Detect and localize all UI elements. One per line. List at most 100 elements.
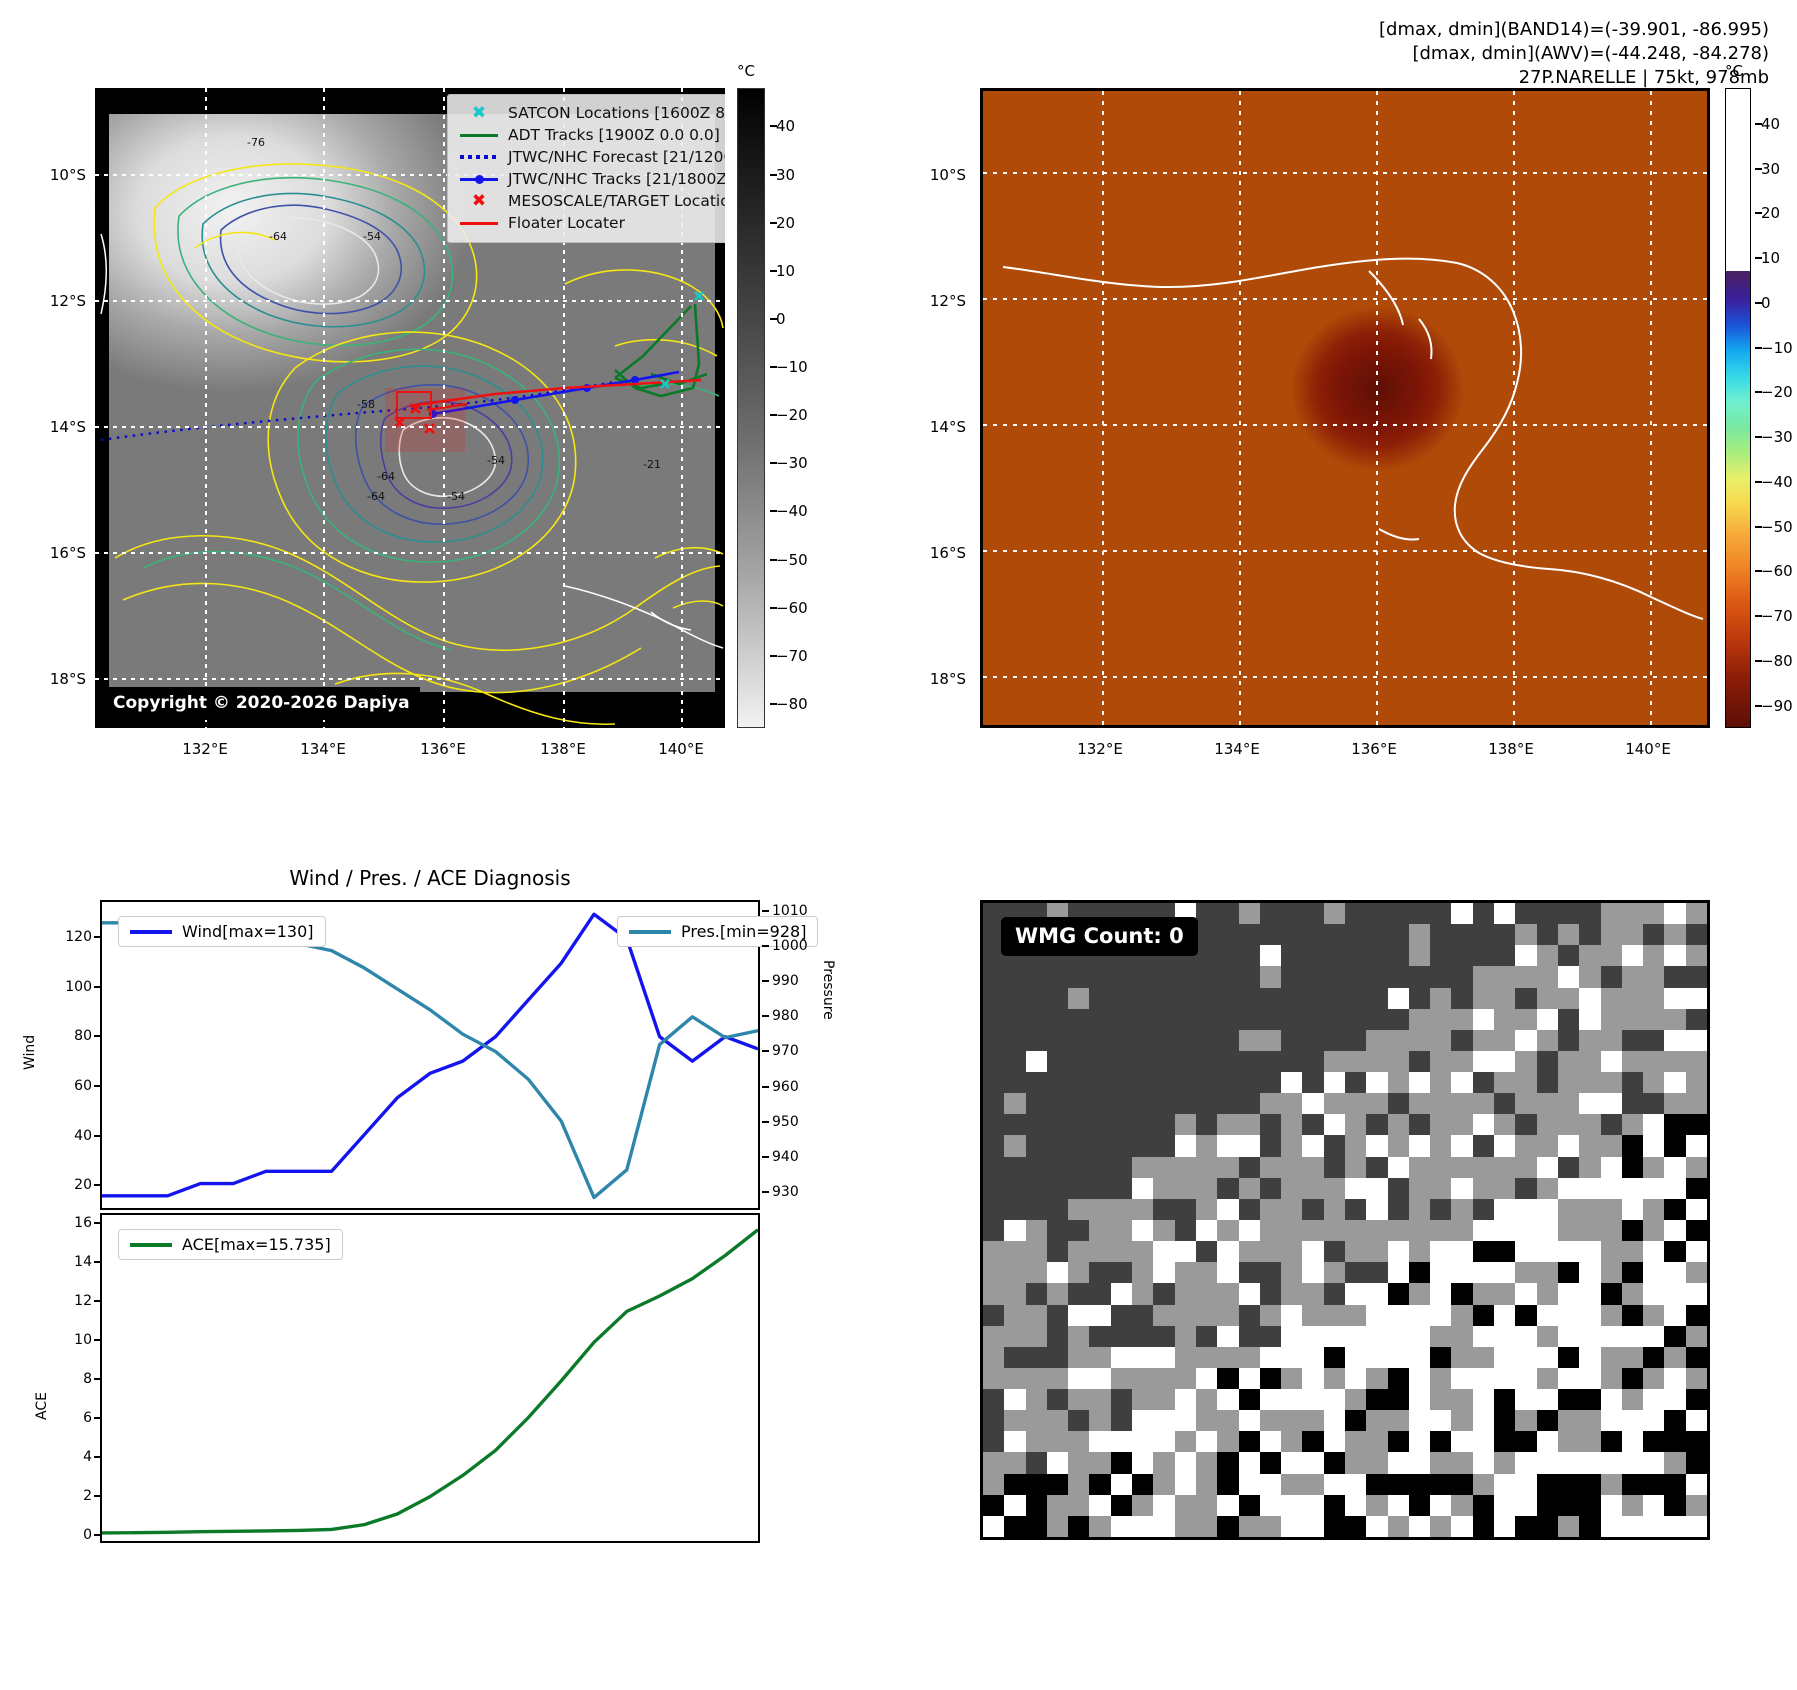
wmg-cell — [1451, 1346, 1473, 1368]
wmg-cell — [1302, 987, 1324, 1009]
wmg-cell — [1451, 945, 1473, 967]
wmg-cell — [1451, 1008, 1473, 1030]
wmg-cell — [1408, 1304, 1431, 1326]
wmg-cell — [1323, 1008, 1345, 1030]
wmg-cell — [1217, 1241, 1239, 1263]
wmg-cell — [1174, 987, 1196, 1009]
wmg-cell — [1366, 903, 1388, 925]
wmg-cell — [1068, 1219, 1090, 1242]
wind-legend-swatch — [130, 929, 172, 934]
wmg-cell — [1494, 1325, 1516, 1347]
wmg-cell — [1621, 987, 1644, 1009]
wmg-cell — [1302, 1177, 1324, 1199]
wmg-cell — [1344, 1219, 1367, 1242]
wmg-cell — [1174, 1346, 1196, 1368]
svg-text:-64: -64 — [377, 470, 395, 483]
pressure-legend[interactable]: Pres.[min=928] — [617, 916, 819, 947]
wmg-cell — [1004, 1283, 1026, 1305]
wmg-cell — [1195, 1283, 1218, 1305]
wmg-cell — [1323, 1515, 1345, 1537]
wmg-grid — [983, 903, 1707, 1537]
wmg-cell — [1217, 1410, 1239, 1432]
wmg-cell — [1302, 945, 1324, 967]
wmg-cell — [1302, 1325, 1324, 1347]
wmg-cell — [983, 1050, 1005, 1073]
wmg-cell — [1579, 903, 1601, 925]
wmg-cell — [1451, 1515, 1473, 1537]
wmg-cell — [1366, 1283, 1388, 1305]
wmg-cell — [1153, 1515, 1175, 1537]
color-colorbar[interactable] — [1725, 88, 1751, 728]
wind-pressure-chart[interactable] — [100, 900, 760, 1210]
wmg-cell — [1068, 1156, 1090, 1178]
wmg-cell — [1153, 1156, 1175, 1178]
wmg-cell — [1110, 1304, 1133, 1326]
color-enhanced-image — [983, 91, 1707, 725]
wmg-cell — [1217, 1346, 1239, 1368]
wmg-cell — [1217, 1325, 1239, 1347]
legend-item-jtwc-track[interactable]: JTWC/NHC Tracks [21/1800Z] — [458, 168, 725, 190]
legend-item-floater[interactable]: Floater Locater — [458, 212, 725, 234]
legend-item-forecast[interactable]: JTWC/NHC Forecast [21/1200Z] — [458, 146, 725, 168]
wmg-cell — [1621, 1325, 1644, 1347]
wmg-cell — [1557, 1135, 1580, 1157]
wmg-cell — [1089, 1494, 1111, 1516]
wmg-cell — [1366, 1241, 1388, 1263]
wmg-cell — [1323, 1346, 1345, 1368]
ace-legend[interactable]: ACE[max=15.735] — [118, 1229, 343, 1260]
colorbar-tick-label: 30 — [1761, 159, 1781, 178]
ace-chart[interactable] — [100, 1213, 760, 1543]
legend-item-satcon[interactable]: ✖ SATCON Locations [1600Z 80 967] — [458, 102, 725, 124]
wmg-cell — [1238, 924, 1260, 946]
color-lon-label: 134°E — [1214, 740, 1260, 758]
wmg-cell — [1621, 1283, 1644, 1305]
wmg-cell — [1557, 945, 1580, 967]
colorbar-tick-label: 0 — [776, 309, 786, 328]
wmg-cell — [1302, 1135, 1324, 1157]
colorbar-tick-mark — [1755, 346, 1762, 349]
wmg-cell — [1132, 966, 1154, 988]
wmg-cell — [1174, 1304, 1196, 1326]
wmg-cell — [1110, 1431, 1133, 1453]
ir-lat-label: 10°S — [49, 166, 86, 184]
ir-satellite-panel[interactable]: -76 -64 -54 -58 -64 -54 -64 -54 -21 — [95, 88, 725, 728]
wmg-cell — [1281, 1135, 1303, 1157]
wmg-cell — [1600, 903, 1622, 925]
wmg-panel[interactable]: WMG Count: 0 — [980, 900, 1710, 1540]
axis-tick-label: 940 — [772, 1149, 799, 1166]
wmg-cell — [1281, 1072, 1303, 1094]
wmg-cell — [1536, 1515, 1558, 1537]
wmg-cell — [1515, 1262, 1537, 1284]
colorbar-tick-mark — [1755, 212, 1762, 215]
axis-tick-mark — [94, 1184, 101, 1187]
color-lon-label: 132°E — [1077, 740, 1123, 758]
wmg-cell — [1515, 1050, 1537, 1073]
axis-tick-label: 960 — [772, 1078, 799, 1095]
wmg-cell — [1217, 1304, 1239, 1326]
wmg-cell — [1068, 1262, 1090, 1284]
wmg-cell — [1046, 1198, 1069, 1220]
wmg-cell — [1643, 1093, 1665, 1115]
legend-item-mesoscale[interactable]: ✖ MESOSCALE/TARGET Location — [458, 190, 725, 212]
wmg-cell — [1259, 1072, 1282, 1094]
legend-item-adt[interactable]: ADT Tracks [1900Z 0.0 0.0] — [458, 124, 725, 146]
wmg-cell — [1366, 1093, 1388, 1115]
wmg-cell — [1536, 1283, 1558, 1305]
temperature-contours: -76 -64 -54 -58 -64 -54 -64 -54 -21 — [100, 136, 724, 726]
wmg-cell — [1685, 1410, 1707, 1432]
wmg-cell — [1621, 1050, 1644, 1073]
color-colorbar-ticks: 40 30 20 10 0 −10 −20 −30 −40 −50 −60 −70 −80 −90 — [1755, 88, 1797, 728]
wmg-cell — [1281, 1283, 1303, 1305]
color-satellite-panel[interactable] — [980, 88, 1710, 728]
wind-legend[interactable]: Wind[max=130] — [118, 916, 326, 947]
colorbar-tick-label: −60 — [1761, 562, 1793, 581]
wmg-cell — [1685, 1072, 1707, 1094]
wmg-cell — [1643, 1431, 1665, 1453]
wmg-cell — [1600, 945, 1622, 967]
wmg-cell — [1664, 1325, 1686, 1347]
wmg-cell — [1472, 1156, 1495, 1178]
legend-label: MESOSCALE/TARGET Location — [508, 192, 725, 210]
ir-colorbar[interactable] — [737, 88, 765, 728]
wmg-cell — [1536, 1093, 1558, 1115]
wmg-cell — [1323, 1219, 1345, 1242]
